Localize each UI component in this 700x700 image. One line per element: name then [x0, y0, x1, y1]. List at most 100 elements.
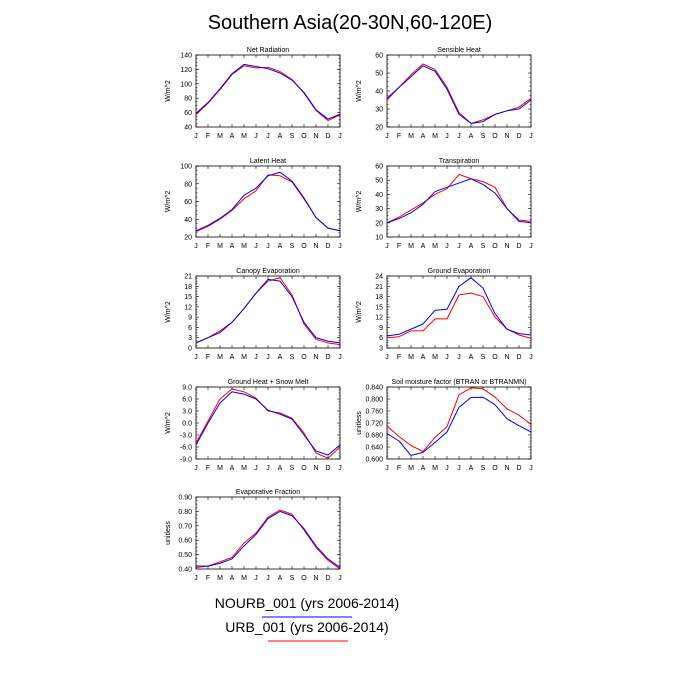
x-tick-label: J [194, 354, 198, 361]
x-tick-label: D [325, 243, 330, 250]
x-tick-label: J [254, 465, 258, 472]
x-tick-label: J [254, 243, 258, 250]
x-tick-label: O [301, 354, 307, 361]
x-tick-label: J [385, 133, 389, 140]
x-tick-label: S [481, 133, 486, 140]
y-tick-label: 80 [184, 181, 192, 188]
y-axis-label: W/m^2 [356, 80, 363, 102]
x-tick-label: M [408, 465, 414, 472]
x-tick-label: J [385, 354, 389, 361]
y-axis-label: unitless [356, 411, 363, 435]
series-line-urb [386, 174, 532, 224]
x-tick-label: S [290, 354, 295, 361]
x-tick-label: A [278, 465, 283, 472]
y-tick-label: 0.800 [365, 397, 383, 404]
x-tick-label: M [432, 133, 438, 140]
series-line-nourb [386, 396, 532, 456]
x-tick-label: J [266, 354, 270, 361]
y-tick-label: 24 [375, 274, 383, 281]
x-tick-label: A [230, 133, 235, 140]
series-line-nourb [386, 277, 532, 337]
x-tick-label: F [397, 465, 401, 472]
x-tick-label: J [338, 465, 342, 472]
x-tick-label: A [230, 354, 235, 361]
x-tick-label: A [278, 243, 283, 250]
x-tick-label: J [194, 465, 198, 472]
x-tick-label: J [457, 354, 461, 361]
x-tick-label: O [492, 243, 498, 250]
y-tick-label: 0.50 [178, 552, 192, 559]
x-tick-label: N [313, 354, 318, 361]
x-tick-label: D [516, 243, 521, 250]
x-tick-label: F [206, 354, 210, 361]
y-tick-label: 0.40 [178, 567, 192, 574]
y-tick-label: 9 [188, 315, 192, 322]
y-tick-label: 0.840 [365, 385, 383, 392]
y-tick-label: 9.0 [182, 385, 192, 392]
x-tick-label: J [529, 133, 533, 140]
x-tick-label: J [529, 243, 533, 250]
x-tick-label: M [408, 354, 414, 361]
x-tick-label: O [301, 575, 307, 582]
y-tick-label: 50 [375, 178, 383, 185]
y-tick-label: 18 [375, 294, 383, 301]
x-tick-label: J [385, 465, 389, 472]
series-line-nourb [195, 391, 341, 456]
x-tick-label: M [408, 133, 414, 140]
x-tick-label: M [217, 465, 223, 472]
panel: Ground Heat + Snow Melt W/m^2 -9.0 -6.0 -3.0… [165, 379, 342, 472]
y-tick-label: 0 [188, 346, 192, 353]
x-tick-label: S [481, 243, 486, 250]
x-tick-label: O [301, 465, 307, 472]
y-tick-label: -6.0 [180, 445, 192, 452]
y-tick-label: 15 [184, 294, 192, 301]
x-tick-label: N [504, 243, 509, 250]
x-tick-label: A [230, 243, 235, 250]
x-tick-label: F [206, 465, 210, 472]
x-tick-label: J [194, 133, 198, 140]
x-tick-label: M [432, 465, 438, 472]
x-tick-label: N [313, 575, 318, 582]
y-tick-label: 50 [375, 71, 383, 78]
y-axis-label: W/m^2 [165, 80, 172, 102]
x-tick-label: A [421, 133, 426, 140]
x-tick-label: O [492, 354, 498, 361]
figure-title: Southern Asia(20-30N,60-120E) [208, 12, 493, 34]
x-tick-label: A [469, 133, 474, 140]
x-tick-label: O [492, 465, 498, 472]
y-tick-label: 0.640 [365, 445, 383, 452]
x-tick-label: N [313, 243, 318, 250]
x-tick-label: J [254, 133, 258, 140]
series-line-nourb [195, 278, 341, 344]
y-axis-label: W/m^2 [165, 412, 172, 434]
x-tick-label: J [194, 575, 198, 582]
x-tick-label: J [266, 243, 270, 250]
series-line-urb [195, 388, 341, 459]
x-tick-label: A [230, 465, 235, 472]
x-tick-label: M [217, 243, 223, 250]
x-tick-label: D [516, 465, 521, 472]
y-tick-label: 30 [375, 107, 383, 114]
x-tick-label: J [266, 133, 270, 140]
y-tick-label: 80 [184, 96, 192, 103]
y-tick-label: 15 [375, 304, 383, 311]
x-tick-label: J [338, 575, 342, 582]
y-tick-label: 40 [375, 192, 383, 199]
plot-frame [386, 165, 532, 238]
x-tick-label: F [206, 575, 210, 582]
y-tick-label: 12 [184, 304, 192, 311]
x-tick-label: J [338, 133, 342, 140]
panel-title: Ground Heat + Snow Melt [228, 379, 309, 386]
x-tick-label: M [241, 133, 247, 140]
y-axis-label: W/m^2 [165, 191, 172, 213]
x-tick-label: A [278, 575, 283, 582]
y-tick-label: 0.80 [178, 509, 192, 516]
y-tick-label: 10 [375, 235, 383, 242]
x-tick-label: A [469, 354, 474, 361]
y-axis-label: W/m^2 [356, 301, 363, 323]
series-line-nourb [196, 510, 341, 568]
